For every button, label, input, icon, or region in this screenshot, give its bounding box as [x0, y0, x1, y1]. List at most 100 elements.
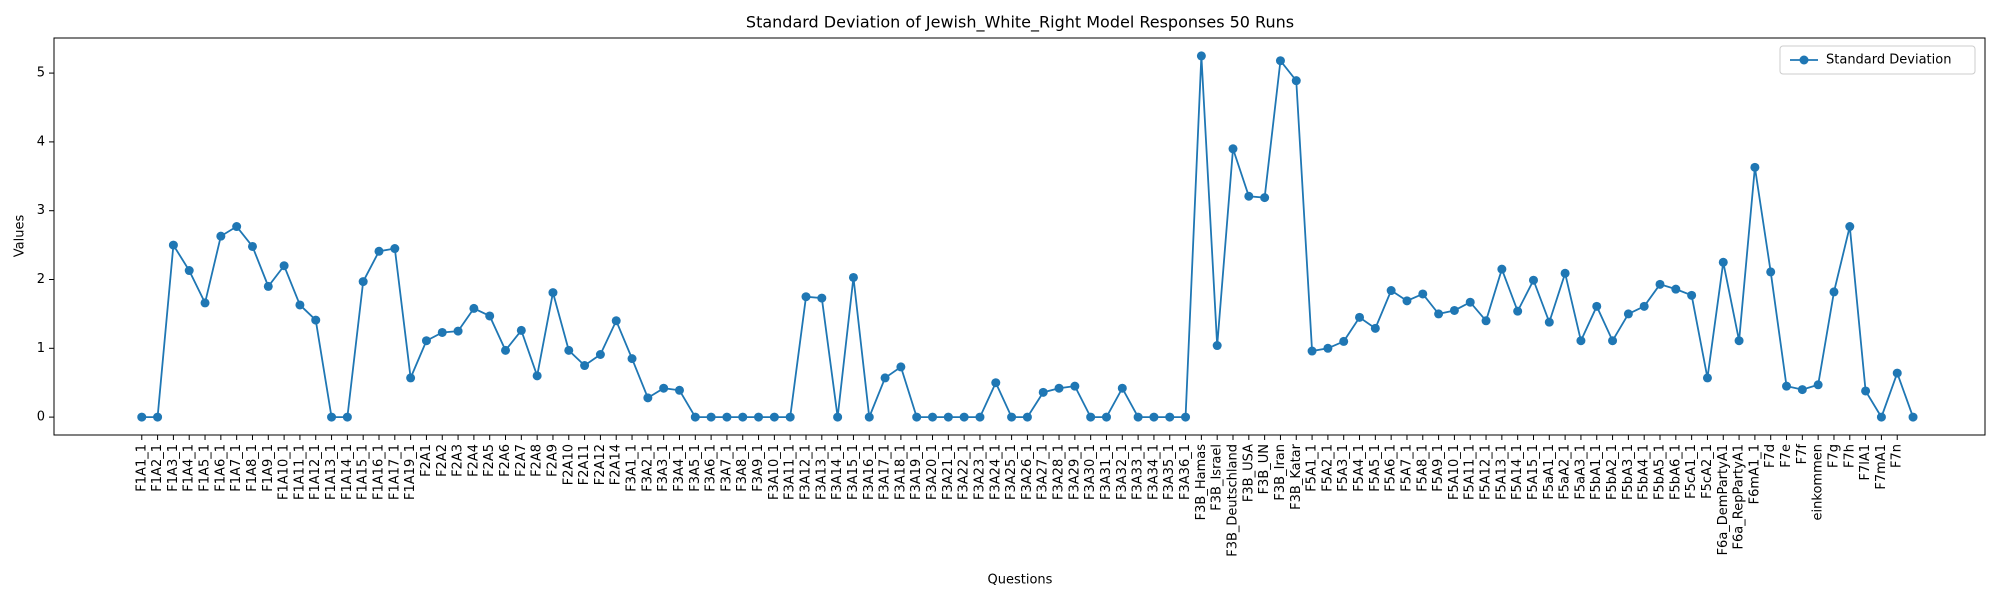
x-tick-label: F3A11_1 [783, 444, 798, 500]
data-point [390, 244, 400, 254]
data-point [738, 412, 748, 422]
x-tick-label: F3A25_1 [1004, 444, 1019, 500]
data-point [327, 412, 337, 422]
x-tick-label: F3A26_1 [1020, 444, 1035, 500]
data-point [1386, 286, 1396, 296]
data-point [1402, 296, 1412, 306]
data-point [1528, 275, 1538, 285]
data-point [580, 361, 590, 371]
y-tick-label: 5 [37, 66, 45, 81]
x-tick-label: F6a_DemPartyA1 [1716, 444, 1731, 555]
data-point [1702, 373, 1712, 383]
data-point [1339, 336, 1349, 346]
x-tick-label: F5bA1_1 [1589, 444, 1604, 500]
x-tick-label: F1A16_1 [371, 444, 386, 500]
x-tick-label: F1A2_1 [150, 444, 165, 492]
data-point [1513, 306, 1523, 316]
data-point [564, 345, 574, 355]
x-tick-label: F7d [1763, 444, 1778, 468]
x-tick-label: F2A1 [419, 444, 434, 477]
data-point [1750, 162, 1760, 172]
data-point [501, 345, 511, 355]
plot-frame [53, 37, 1986, 436]
data-point [279, 261, 289, 271]
x-tick-label: F2A6 [498, 444, 513, 477]
data-point [485, 311, 495, 321]
y-axis-label: Values [13, 215, 28, 258]
data-point [1813, 380, 1823, 390]
x-tick-label: F7n [1890, 444, 1905, 468]
x-tick-label: F1A15_1 [356, 444, 371, 500]
data-point [1022, 412, 1032, 422]
x-tick-label: F5A2_1 [1320, 444, 1335, 492]
data-point [833, 412, 843, 422]
x-tick-label: F2A5 [482, 444, 497, 477]
data-point [1861, 386, 1871, 396]
data-point [406, 373, 416, 383]
data-point [1117, 383, 1127, 393]
data-point [1623, 309, 1633, 319]
x-tick-label: F3A33_1 [1131, 444, 1146, 500]
x-tick-label: F1A17_1 [387, 444, 402, 500]
x-tick-label: F3A12_1 [798, 444, 813, 500]
x-tick-label: F3A36_1 [1178, 444, 1193, 500]
x-tick-label: F3A17_1 [878, 444, 893, 500]
x-tick-label: F5A11_1 [1463, 444, 1478, 500]
data-point [1497, 264, 1507, 274]
x-tick-label: F5aA2_1 [1558, 444, 1573, 500]
data-point [153, 412, 163, 422]
data-point [1086, 412, 1096, 422]
x-tick-label: F7e [1779, 444, 1794, 468]
data-point [848, 272, 858, 282]
x-tick-label: F3B_USA [1241, 444, 1256, 502]
x-tick-label: F5A8_1 [1415, 444, 1430, 492]
x-tick-label: F3A6_1 [704, 444, 719, 492]
data-point [864, 412, 874, 422]
x-tick-label: F1A5_1 [198, 444, 213, 492]
x-tick-label: F3A1_1 [625, 444, 640, 492]
x-tick-label: F5aA1_1 [1542, 444, 1557, 500]
data-point [1782, 381, 1792, 391]
x-tick-label: F1A14_1 [340, 444, 355, 500]
x-axis-label: Questions [988, 573, 1053, 588]
x-tick-label: F5A12_1 [1479, 444, 1494, 500]
data-point [943, 412, 953, 422]
data-point [595, 349, 605, 359]
x-tick-label: F5bA2_1 [1605, 444, 1620, 500]
x-tick-label: F3B_Israel [1210, 444, 1225, 511]
x-tick-label: F3A28_1 [1052, 444, 1067, 500]
data-point [1465, 297, 1475, 307]
x-tick-label: F6mA1_1 [1747, 444, 1762, 504]
y-tick-label: 4 [37, 134, 45, 149]
x-tick-label: F6a_RepPartyA1 [1732, 444, 1747, 549]
x-tick-label: F3B_Hamas [1194, 444, 1209, 521]
data-point [1149, 412, 1159, 422]
x-tick-label: F3A4_1 [672, 444, 687, 492]
data-point [168, 240, 178, 250]
data-point [200, 298, 210, 308]
data-point [532, 371, 542, 381]
data-point [1370, 323, 1380, 333]
data-point [1418, 289, 1428, 299]
data-point [817, 293, 827, 303]
data-point [1070, 381, 1080, 391]
x-tick-label: F3A32_1 [1115, 444, 1130, 500]
data-point [769, 412, 779, 422]
x-tick-label: F2A3 [451, 444, 466, 477]
x-tick-label: F7h [1842, 444, 1857, 468]
data-point [1181, 412, 1191, 422]
data-point [453, 326, 463, 336]
y-tick-label: 2 [37, 272, 45, 287]
data-point [1766, 267, 1776, 277]
x-tick-label: F2A8 [530, 444, 545, 477]
data-point [342, 412, 352, 422]
x-tick-label: F1A7_1 [229, 444, 244, 492]
x-tick-label: F3B_Deutschland [1226, 444, 1241, 557]
data-point [311, 315, 321, 325]
data-point [548, 288, 558, 298]
x-tick-label: F1A19_1 [403, 444, 418, 500]
data-point [785, 412, 795, 422]
data-point [1165, 412, 1175, 422]
